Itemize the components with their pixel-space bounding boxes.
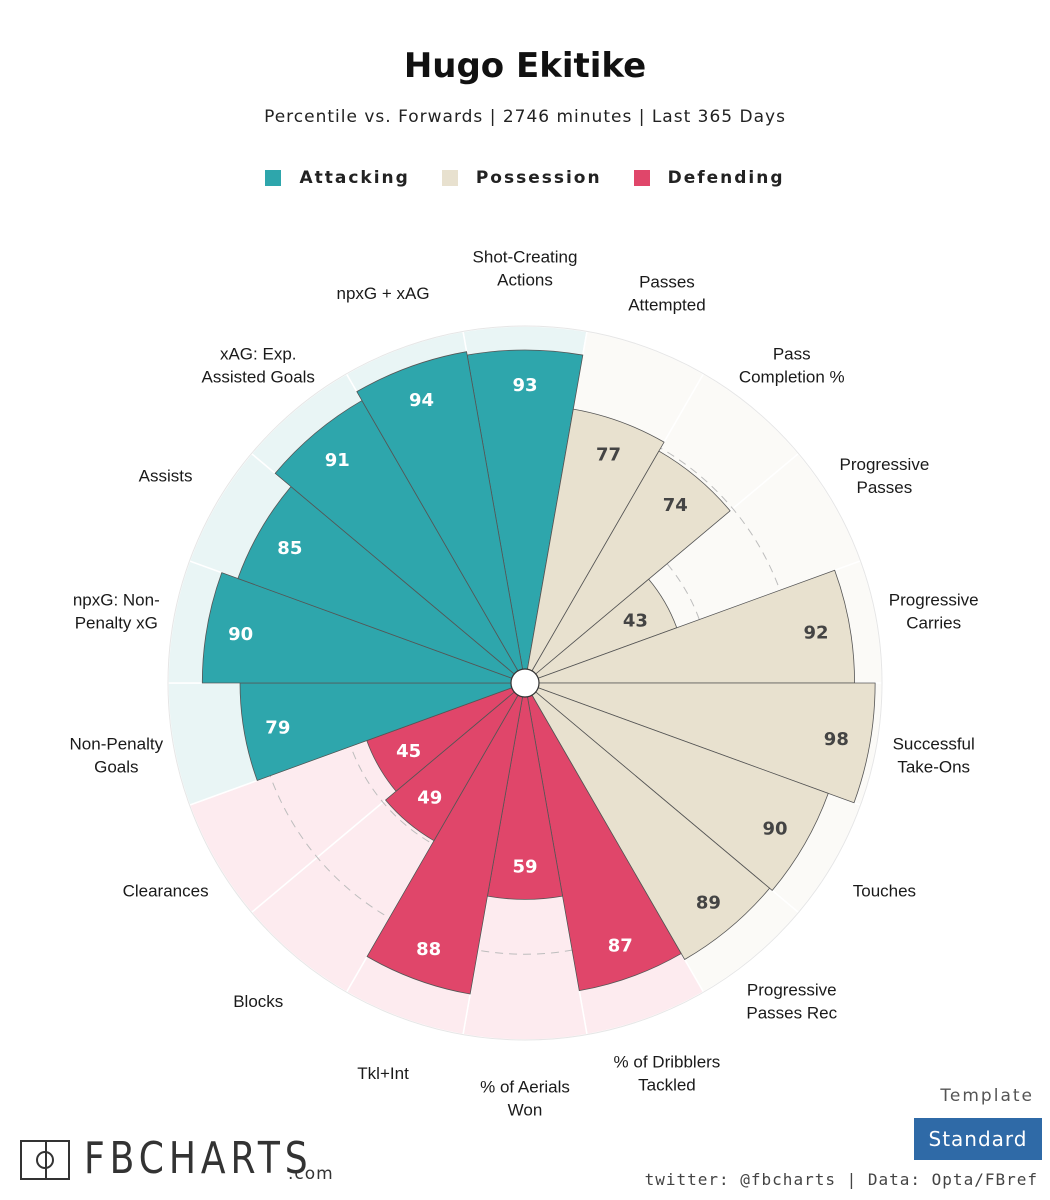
value-label-npxg-non-penalty-xg: 90 xyxy=(228,624,253,645)
legend-item-possession: Possession xyxy=(441,168,602,188)
value-label-of-dribblers-tackled: 87 xyxy=(608,936,633,957)
chart-title: Hugo Ekitike xyxy=(403,46,647,86)
category-label-touches: Touches xyxy=(853,882,916,901)
category-label-of-aerials-won: % of Aerials Won xyxy=(480,1078,570,1120)
template-standard-badge: Standard xyxy=(914,1118,1042,1160)
category-label-progressive-passes: Progressive Passes xyxy=(840,455,930,497)
template-label: Template xyxy=(940,1086,1034,1106)
legend-swatch-defending xyxy=(633,170,650,186)
category-label-of-dribblers-tackled: % of Dribblers Tackled xyxy=(614,1052,721,1094)
legend-swatch-attacking xyxy=(265,170,282,186)
value-label-of-aerials-won: 59 xyxy=(512,856,537,877)
value-label-progressive-passes: 43 xyxy=(623,610,648,631)
category-label-assists: Assists xyxy=(139,467,193,486)
logo-suffix: .com xyxy=(288,1164,334,1184)
fbcharts-logo: FBCHARTS .com xyxy=(20,1133,363,1184)
value-label-shot-creating-actions: 93 xyxy=(512,375,537,396)
category-label-xag-exp-assisted-goals: xAG: Exp. Assisted Goals xyxy=(202,345,315,387)
category-label-progressive-passes-rec: Progressive Passes Rec xyxy=(746,980,837,1022)
pitch-icon xyxy=(20,1140,70,1180)
value-label-progressive-passes-rec: 89 xyxy=(696,893,721,914)
credit-line: twitter: @fbcharts | Data: Opta/FBref xyxy=(644,1170,1038,1189)
legend: Attacking Possession Defending xyxy=(0,168,1050,188)
value-label-tkl-int: 88 xyxy=(416,939,441,960)
value-label-touches: 90 xyxy=(762,818,787,839)
chart-subtitle: Percentile vs. Forwards | 2746 minutes |… xyxy=(264,107,786,127)
category-label-npxg-xag: npxG + xAG xyxy=(337,284,430,303)
value-label-non-penalty-goals: 79 xyxy=(265,718,290,739)
value-label-successful-take-ons: 98 xyxy=(824,729,849,750)
category-label-non-penalty-goals: Non-Penalty Goals xyxy=(70,735,164,777)
value-label-passes-attempted: 77 xyxy=(596,445,621,466)
value-label-npxg-xag: 94 xyxy=(409,390,434,411)
value-label-xag-exp-assisted-goals: 91 xyxy=(325,450,350,471)
legend-label-possession: Possession xyxy=(475,168,602,188)
category-label-pass-completion: Pass Completion % xyxy=(739,345,845,387)
category-label-tkl-int: Tkl+Int xyxy=(357,1064,409,1083)
category-label-blocks: Blocks xyxy=(233,992,283,1011)
legend-item-defending: Defending xyxy=(633,168,785,188)
outer-ring xyxy=(167,325,883,1041)
legend-label-attacking: Attacking xyxy=(299,168,410,188)
category-label-shot-creating-actions: Shot-Creating Actions xyxy=(473,248,578,290)
legend-item-attacking: Attacking xyxy=(265,168,409,188)
category-label-clearances: Clearances xyxy=(123,882,209,901)
value-label-blocks: 49 xyxy=(417,787,442,808)
category-label-successful-take-ons: Successful Take-Ons xyxy=(893,735,975,777)
center-hole xyxy=(510,668,540,698)
category-label-passes-attempted: Passes Attempted xyxy=(628,273,706,315)
legend-swatch-possession xyxy=(441,170,458,186)
value-label-assists: 85 xyxy=(277,538,302,559)
legend-label-defending: Defending xyxy=(667,168,785,188)
category-label-npxg-non-penalty-xg: npxG: Non-Penalty xG xyxy=(73,590,160,632)
value-label-clearances: 45 xyxy=(396,741,421,762)
value-label-pass-completion: 74 xyxy=(663,495,688,516)
logo-text: FBCHARTS xyxy=(84,1133,313,1184)
category-label-progressive-carries: Progressive Carries xyxy=(889,590,979,632)
value-label-progressive-carries: 92 xyxy=(804,623,829,644)
